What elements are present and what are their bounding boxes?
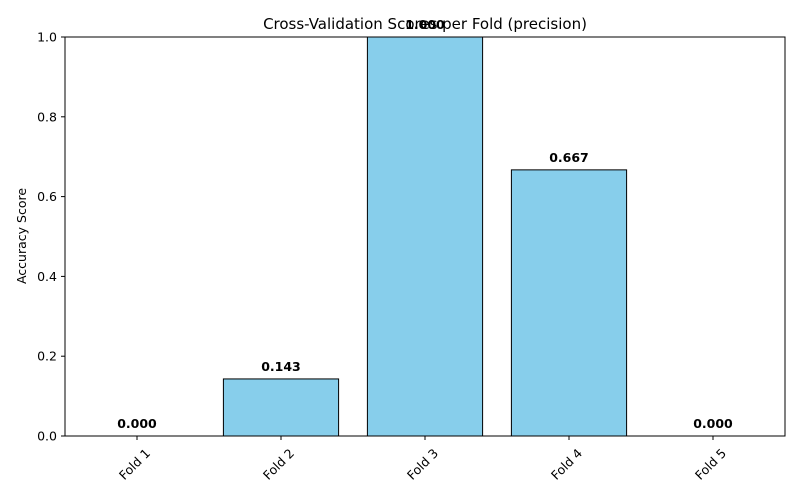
data-label-3: 1.000 xyxy=(405,17,445,32)
bar-4 xyxy=(510,169,628,437)
y-tick-label-3: 0.6 xyxy=(37,189,57,204)
data-label-2: 0.143 xyxy=(261,359,301,374)
plot-area: 0.000 0.143 1.000 0.667 0.000 0.0 0.2 0.4 0.6 0.8… xyxy=(37,17,786,483)
y-axis-label: Accuracy Score xyxy=(14,188,29,284)
y-tick-label-4: 0.8 xyxy=(37,109,57,124)
bar-3 xyxy=(366,36,484,437)
x-tick-label-1: Fold 1 xyxy=(116,446,153,483)
data-label-1: 0.000 xyxy=(117,416,157,431)
y-tick-label-1: 0.2 xyxy=(37,349,57,364)
bar-2 xyxy=(222,378,340,437)
y-tick-label-0: 0.0 xyxy=(37,429,57,444)
x-tick-label-3: Fold 3 xyxy=(404,446,441,483)
y-tick-label-2: 0.4 xyxy=(37,269,57,284)
x-tick-label-4: Fold 4 xyxy=(548,445,585,482)
x-tick-label-5: Fold 5 xyxy=(692,446,729,483)
data-label-4: 0.667 xyxy=(549,150,589,165)
chart-title: Cross-Validation Scores per Fold (precis… xyxy=(263,15,587,33)
x-tick-label-2: Fold 2 xyxy=(260,446,297,483)
data-label-5: 0.000 xyxy=(693,416,733,431)
y-tick-label-5: 1.0 xyxy=(37,30,57,45)
